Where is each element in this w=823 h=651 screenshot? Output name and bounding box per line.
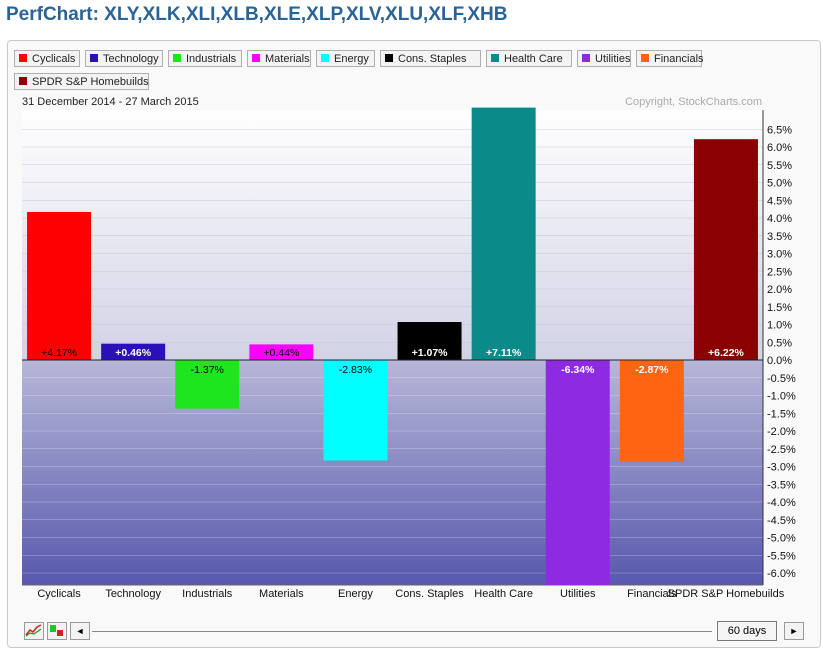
y-tick-label: -5.5% [767, 550, 796, 562]
legend-swatch [19, 54, 27, 62]
bar-value-label: +1.07% [412, 347, 449, 359]
y-tick-label: 2.0% [767, 284, 792, 296]
legend-label: Materials [265, 53, 310, 65]
y-tick-label: 4.0% [767, 213, 792, 225]
bar [101, 343, 166, 360]
copyright: Copyright, StockCharts.com [625, 96, 762, 108]
x-category-label: Utilities [560, 588, 596, 600]
y-tick-label: 4.5% [767, 195, 792, 207]
legend-label: Utilities [595, 53, 631, 65]
y-tick-label: 3.0% [767, 249, 792, 261]
y-tick-label: 3.5% [767, 231, 792, 243]
x-category-label: Energy [338, 588, 373, 600]
y-tick-label: -2.5% [767, 444, 796, 456]
y-tick-label: 1.0% [767, 320, 792, 332]
y-tick-label: -3.0% [767, 462, 796, 474]
bar-value-label: -2.87% [635, 364, 669, 376]
bar [693, 139, 758, 360]
legend-label: Cyclicals [32, 53, 76, 65]
legend-label: Health Care [504, 53, 563, 65]
legend-label: SPDR S&P Homebuilds [32, 76, 149, 88]
legend-swatch [252, 54, 260, 62]
bar [323, 360, 388, 461]
legend-item[interactable]: Energy [316, 50, 375, 67]
y-tick-label: -0.5% [767, 373, 796, 385]
y-tick-label: 5.0% [767, 178, 792, 190]
legend-item[interactable]: Financials [636, 50, 704, 67]
bar-value-label: -2.83% [339, 364, 372, 376]
page-title: PerfChart: XLY,XLK,XLI,XLB,XLE,XLP,XLV,X… [6, 4, 508, 25]
legend-swatch [321, 54, 329, 62]
x-category-label: Industrials [182, 588, 233, 600]
y-tick-label: -5.0% [767, 533, 796, 545]
bar [545, 360, 610, 586]
legend-item[interactable]: Technology [85, 50, 163, 67]
legend-label: Energy [334, 53, 369, 65]
x-category-label: Financials [627, 588, 677, 600]
legend-item[interactable]: SPDR S&P Homebuilds [14, 73, 149, 90]
bar [175, 360, 240, 409]
period-days-button[interactable]: 60 days [717, 621, 777, 641]
legend-swatch [19, 77, 27, 85]
bar [249, 344, 314, 360]
chart-type-line-icon[interactable] [24, 622, 44, 640]
bar-value-label: +4.17% [41, 347, 77, 359]
y-tick-label: -3.5% [767, 479, 796, 491]
legend-item[interactable]: Cons. Staples [380, 50, 481, 67]
bar-value-label: +0.44% [263, 347, 299, 359]
legend-label: Financials [654, 53, 704, 65]
legend-label: Technology [103, 53, 159, 65]
y-tick-label: 0.5% [767, 337, 792, 349]
y-tick-label: -1.5% [767, 408, 796, 420]
bar-value-label: -6.34% [561, 364, 595, 376]
bar-value-label: +0.46% [115, 347, 152, 359]
y-tick-label: 0.0% [767, 355, 792, 367]
y-tick-label: -2.0% [767, 426, 796, 438]
x-category-label: Cons. Staples [395, 588, 464, 600]
y-tick-label: -4.5% [767, 515, 796, 527]
legend-item[interactable]: Industrials [168, 50, 242, 67]
legend-swatch [173, 54, 181, 62]
y-tick-label: 1.5% [767, 302, 792, 314]
y-tick-label: 6.5% [767, 124, 792, 136]
x-category-label: Technology [105, 588, 161, 600]
y-tick-label: 2.5% [767, 266, 792, 278]
legend-swatch [491, 54, 499, 62]
bar [27, 211, 92, 360]
date-range: 31 December 2014 - 27 March 2015 [22, 96, 199, 108]
y-tick-label: 5.5% [767, 160, 792, 172]
slider-left-arrow-button[interactable]: ◄ [70, 622, 90, 640]
legend-swatch [641, 54, 649, 62]
legend-label: Industrials [186, 53, 237, 65]
y-tick-label: -1.0% [767, 391, 796, 403]
y-tick-label: 6.0% [767, 142, 792, 154]
x-category-label: Materials [259, 588, 304, 600]
slider-right-arrow-button[interactable]: ► [784, 622, 804, 640]
y-tick-label: -6.0% [767, 568, 796, 580]
bar [619, 360, 684, 462]
plot-bg-positive [22, 110, 763, 360]
legend-swatch [90, 54, 98, 62]
bar-value-label: -1.37% [191, 364, 224, 376]
bar-value-label: +7.11% [486, 347, 522, 359]
legend-item[interactable]: Utilities [577, 50, 631, 67]
grid: 6.5% 6.0% 5.5% 5.0% 4.5% 4.0% 3.5% 3.0% 2.5% 2.0%… [22, 124, 796, 580]
x-category-label: Cyclicals [37, 588, 81, 600]
y-tick-label: -4.0% [767, 497, 796, 509]
legend-item[interactable]: Materials [247, 50, 311, 67]
x-category-label: Health Care [474, 588, 533, 600]
legend-item[interactable]: Cyclicals [14, 50, 80, 67]
bar [397, 322, 462, 360]
legend-item[interactable]: Health Care [486, 50, 572, 67]
legend-swatch [385, 54, 393, 62]
bar [471, 107, 536, 360]
x-category-label: SPDR S&P Homebuilds [668, 588, 785, 600]
bar-value-label: +6.22% [708, 347, 745, 359]
legend-label: Cons. Staples [398, 53, 467, 65]
date-slider-track[interactable] [92, 631, 712, 632]
chart-type-bar-icon[interactable] [47, 622, 67, 640]
legend-swatch [582, 54, 590, 62]
